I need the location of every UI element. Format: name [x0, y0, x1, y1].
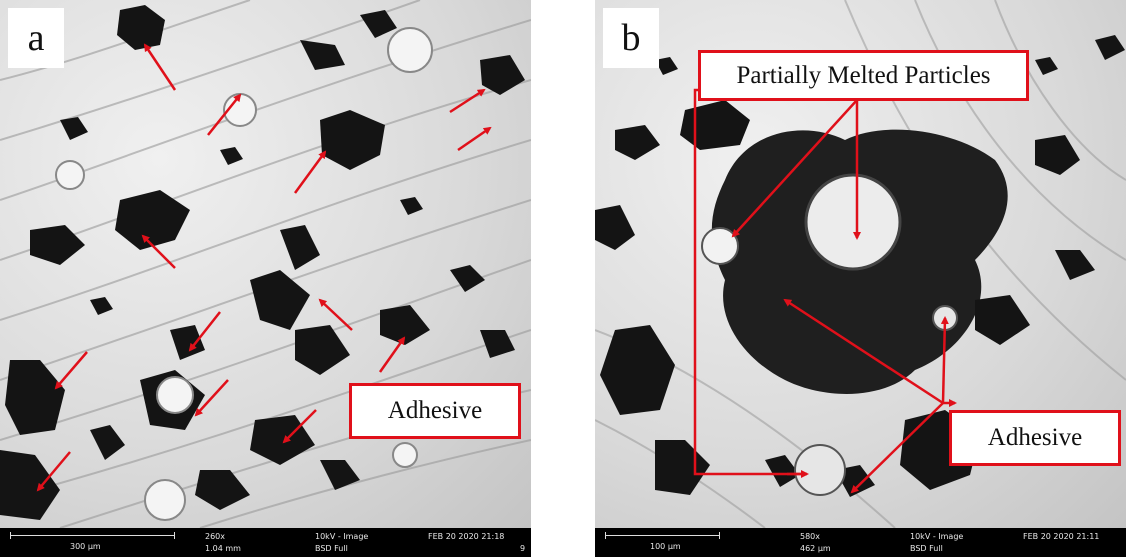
- bracket-line-b: [693, 88, 805, 476]
- voltage-b: 10kV - Image: [910, 532, 964, 541]
- dark-particles: [0, 5, 525, 520]
- partially-melted-particles-callout: Partially Melted Particles: [698, 50, 1029, 101]
- sem-image-a: [0, 0, 531, 528]
- scale-label-b: 100 µm: [650, 542, 681, 551]
- adhesive-callout-b: Adhesive: [949, 410, 1121, 466]
- panel-letter-b: b: [603, 8, 659, 68]
- sem-micrograph-a: [0, 0, 531, 528]
- voltage-a: 10kV - Image: [315, 532, 369, 541]
- datetime-b: FEB 20 2020 21:11: [1023, 532, 1100, 541]
- scale-bar-line-b: [605, 532, 720, 539]
- scale-label-a: 300 µm: [70, 542, 101, 551]
- sem-info-bar-b: 100 µm 580x 462 µm 10kV - Image BSD Full…: [595, 528, 1126, 557]
- magnification-b: 580x: [800, 532, 821, 541]
- hfw-a: 1.04 mm: [205, 544, 241, 553]
- sem-info-bar-a: 300 µm 260x 1.04 mm 10kV - Image BSD Ful…: [0, 528, 531, 557]
- hfw-b: 462 µm: [800, 544, 831, 553]
- sem-panel-b: b Partially Melted Particles Adhesive 10…: [595, 0, 1126, 557]
- panel-letter-a: a: [8, 8, 64, 68]
- scale-bar-line-a: [10, 532, 175, 539]
- spherical-particles: [55, 27, 433, 521]
- detector-b: BSD Full: [910, 544, 943, 553]
- annotation-arrows-b: [731, 99, 957, 494]
- extra-a: 9: [520, 544, 526, 553]
- magnification-a: 260x: [205, 532, 226, 541]
- datetime-a: FEB 20 2020 21:18: [428, 532, 505, 541]
- sem-micrograph-b: [595, 0, 1126, 528]
- small-melted-particle: [701, 227, 739, 265]
- spherical-particles-b: [701, 173, 958, 496]
- sem-panel-a: a Adhesive 300 µm 260x 1.04 mm 10kV - Im…: [0, 0, 531, 557]
- adhesive-callout-a: Adhesive: [349, 383, 521, 439]
- annotation-arrows-a: [36, 43, 492, 492]
- detector-a: BSD Full: [315, 544, 348, 553]
- large-melted-particle: [804, 173, 902, 271]
- lower-melted-particle: [794, 444, 846, 496]
